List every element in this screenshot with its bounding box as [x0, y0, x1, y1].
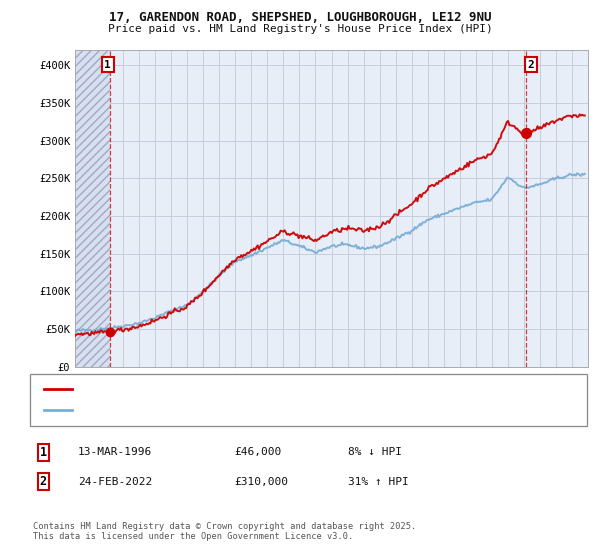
Text: Price paid vs. HM Land Registry's House Price Index (HPI): Price paid vs. HM Land Registry's House …: [107, 24, 493, 34]
Text: HPI: Average price, semi-detached house, Charnwood: HPI: Average price, semi-detached house,…: [79, 406, 367, 415]
Text: 2: 2: [528, 59, 535, 69]
Bar: [75, 50, 110, 367]
Text: 17, GARENDON ROAD, SHEPSHED, LOUGHBOROUGH, LE12 9NU: 17, GARENDON ROAD, SHEPSHED, LOUGHBOROUG…: [109, 11, 491, 24]
Text: £310,000: £310,000: [234, 477, 288, 487]
Text: 31% ↑ HPI: 31% ↑ HPI: [348, 477, 409, 487]
Text: 1: 1: [40, 446, 47, 459]
Text: Contains HM Land Registry data © Crown copyright and database right 2025.
This d: Contains HM Land Registry data © Crown c…: [33, 522, 416, 542]
Text: £46,000: £46,000: [234, 447, 281, 458]
Text: 2: 2: [40, 475, 47, 488]
Text: 24-FEB-2022: 24-FEB-2022: [78, 477, 152, 487]
Text: 8% ↓ HPI: 8% ↓ HPI: [348, 447, 402, 458]
Text: 13-MAR-1996: 13-MAR-1996: [78, 447, 152, 458]
Text: 17, GARENDON ROAD, SHEPSHED, LOUGHBOROUGH, LE12 9NU (semi-detached house): 17, GARENDON ROAD, SHEPSHED, LOUGHBOROUG…: [79, 385, 499, 394]
Text: 1: 1: [104, 59, 111, 69]
